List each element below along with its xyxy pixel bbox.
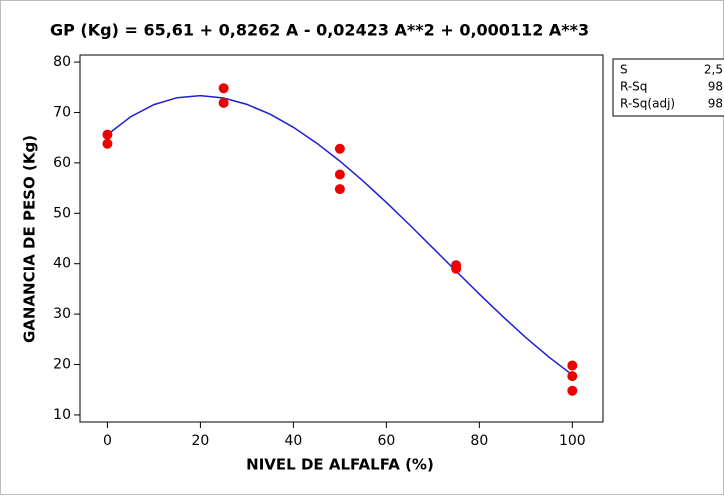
- y-tick-label: 50: [53, 205, 71, 221]
- y-tick-label: 80: [53, 54, 71, 70]
- data-point: [451, 263, 462, 274]
- data-point: [334, 169, 345, 180]
- data-point: [567, 371, 578, 382]
- y-tick-label: 60: [53, 155, 71, 171]
- data-point: [102, 138, 113, 149]
- stat-value: 98: [708, 80, 723, 94]
- stat-value: 2,5: [704, 63, 723, 77]
- plot-area: [79, 54, 604, 423]
- x-tick-label: 60: [377, 433, 395, 449]
- data-point: [218, 97, 229, 108]
- x-tick-label: 100: [559, 433, 586, 449]
- x-tick-label: 0: [103, 433, 112, 449]
- stat-label: S: [620, 63, 628, 77]
- y-tick-label: 70: [53, 104, 71, 120]
- data-point: [567, 385, 578, 396]
- y-tick-label: 20: [53, 357, 71, 373]
- stat-label: R-Sq(adj): [620, 97, 675, 111]
- data-point: [334, 184, 345, 195]
- stat-value: 98: [708, 97, 723, 111]
- y-tick-label: 10: [53, 407, 71, 423]
- data-point: [334, 143, 345, 154]
- x-tick-label: 80: [470, 433, 488, 449]
- stat-label: R-Sq: [620, 80, 647, 94]
- chart-title: GP (Kg) = 65,61 + 0,8262 A - 0,02423 A**…: [50, 21, 589, 40]
- x-axis-label: NIVEL DE ALFALFA (%): [246, 456, 434, 474]
- data-point: [218, 83, 229, 94]
- fitted-line: [106, 94, 573, 376]
- y-tick-label: 40: [53, 256, 71, 272]
- x-tick-label: 40: [284, 433, 302, 449]
- x-tick-label: 20: [191, 433, 209, 449]
- y-tick-label: 30: [53, 306, 71, 322]
- stats-box: [612, 58, 724, 117]
- y-axis-label: GANANCIA DE PESO (Kg): [21, 135, 39, 343]
- data-point: [567, 360, 578, 371]
- data-point: [102, 129, 113, 140]
